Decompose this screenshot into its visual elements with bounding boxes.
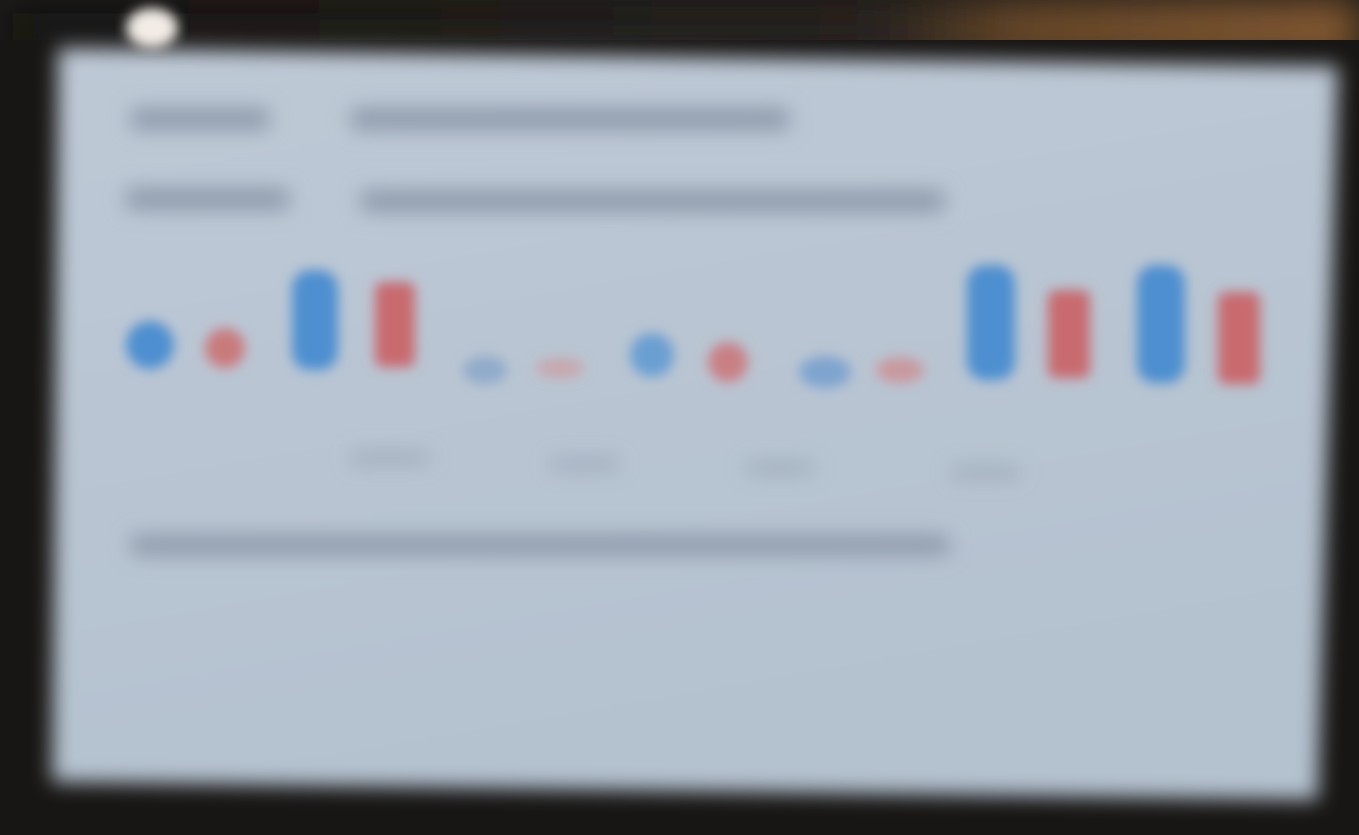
text-line	[745, 462, 815, 474]
page	[0, 0, 1359, 835]
blue-icon	[126, 321, 174, 369]
text-line	[130, 535, 950, 555]
text-line	[350, 452, 430, 464]
text-line	[950, 466, 1020, 478]
blue-icon	[463, 356, 507, 384]
text-line	[125, 188, 290, 210]
blue-icon	[967, 265, 1015, 380]
text-line	[350, 108, 790, 130]
red-icon	[536, 358, 584, 378]
text-line	[550, 458, 620, 470]
red-icon	[1218, 292, 1260, 384]
blue-icon	[292, 270, 338, 370]
glare	[126, 8, 178, 48]
blue-icon	[799, 356, 851, 388]
red-icon	[375, 282, 415, 367]
blue-icon	[1137, 265, 1185, 383]
red-icon	[708, 342, 748, 382]
photo	[0, 0, 1359, 835]
screen	[52, 48, 1338, 800]
text-line	[130, 108, 270, 130]
red-icon	[876, 357, 924, 383]
red-icon	[1048, 290, 1090, 378]
text-line	[360, 190, 945, 212]
blue-icon	[630, 333, 674, 377]
red-icon	[205, 328, 245, 368]
